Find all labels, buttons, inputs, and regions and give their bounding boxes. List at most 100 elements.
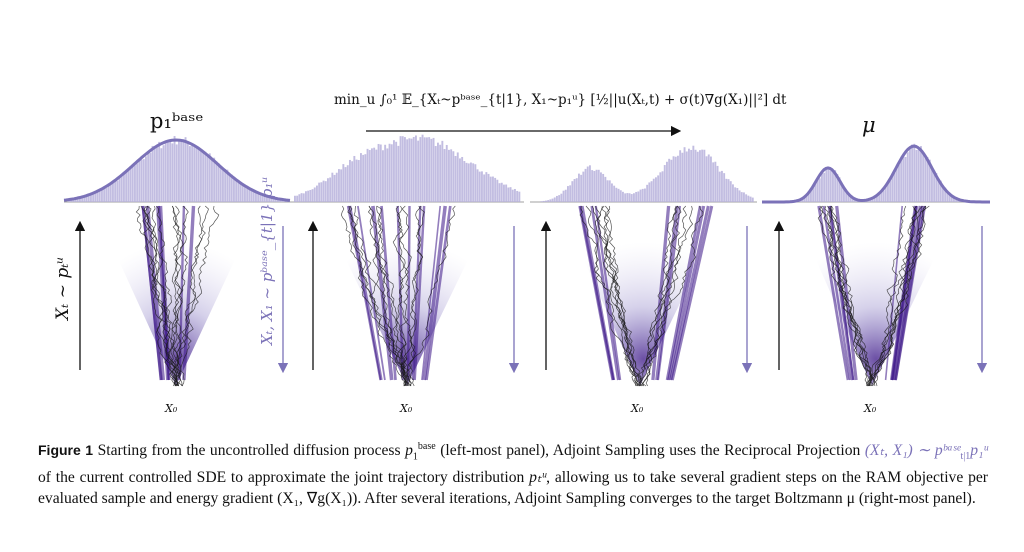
figure-caption: Figure 1 Starting from the uncontrolled … — [38, 436, 988, 509]
histogram-bar — [880, 191, 883, 202]
histogram-bar — [887, 182, 889, 202]
histogram-bar — [931, 168, 933, 202]
histogram-bar — [355, 159, 358, 202]
histogram-bar — [384, 144, 387, 202]
histogram-bar — [514, 188, 516, 202]
histogram-bar — [373, 147, 376, 202]
histogram-bar — [882, 190, 885, 202]
histogram-bar — [633, 193, 635, 202]
histogram-bar — [180, 141, 183, 202]
histogram-bar — [705, 156, 708, 202]
histogram-bar — [639, 189, 642, 202]
caption-p1-sup: base — [417, 441, 436, 452]
histogram-bar — [948, 193, 951, 202]
histogram-bar — [953, 197, 955, 202]
histogram-bar — [823, 172, 826, 202]
histogram-bar — [83, 196, 86, 202]
histogram-bar — [635, 191, 638, 202]
histogram-bar — [595, 169, 598, 202]
sample-path — [368, 205, 408, 387]
density-streak — [422, 205, 447, 381]
histogram-bar — [893, 172, 896, 202]
histogram-bar — [624, 193, 627, 202]
histogram-bar — [377, 143, 380, 202]
density-streak — [380, 205, 397, 381]
histogram-bar — [873, 197, 876, 202]
histogram-bar — [707, 154, 710, 202]
histogram-bar — [241, 184, 244, 202]
histogram-bar — [129, 166, 132, 202]
histogram-bar — [582, 171, 585, 202]
histogram-bar — [551, 198, 554, 202]
histogram-bar — [331, 172, 334, 202]
sample-path — [403, 205, 425, 387]
histogram-bar — [379, 144, 382, 202]
histogram-bar — [421, 134, 424, 202]
sample-path — [347, 205, 407, 387]
histogram-bar — [149, 152, 152, 202]
histogram-bar — [450, 149, 453, 202]
figure-label: Figure 1 — [38, 442, 94, 459]
histogram-bar — [924, 158, 927, 202]
histogram-bar — [98, 190, 101, 202]
histogram-bar — [368, 150, 371, 202]
histogram-bar — [151, 145, 154, 202]
histogram-bar — [302, 193, 305, 202]
histogram-bar — [327, 178, 329, 202]
histogram-bar — [248, 188, 251, 202]
histogram-bar — [105, 187, 108, 202]
histogram-bar — [518, 191, 521, 202]
histogram-bar — [637, 191, 640, 202]
sample-path — [866, 205, 930, 387]
histogram-bar — [197, 148, 200, 202]
density-streak — [827, 205, 855, 381]
histogram-bar — [681, 152, 684, 202]
histogram-bar — [171, 143, 174, 202]
caption-reciprocal-projection: (Xₜ, X₁) ∼ pᵇᵃˢᵉt|1p₁ᵘ — [865, 442, 988, 463]
histogram-bar — [840, 183, 843, 202]
histogram-bar — [503, 184, 505, 202]
histogram-bar — [619, 190, 622, 202]
histogram-bar — [578, 173, 580, 202]
histogram-bar — [412, 136, 415, 202]
histogram-bar — [485, 172, 488, 202]
histogram-bar — [816, 179, 819, 202]
histogram-bar — [147, 153, 150, 202]
histogram-bar — [718, 171, 721, 202]
histogram-bar — [259, 193, 262, 202]
histogram-bar — [743, 192, 745, 202]
histogram-bar — [261, 193, 264, 202]
histogram-bar — [740, 192, 743, 202]
histogram-bar — [432, 137, 435, 202]
histogram-bar — [615, 187, 618, 202]
histogram-bar — [827, 168, 830, 202]
histogram-bar — [716, 165, 719, 202]
histogram-bar — [252, 191, 255, 202]
histogram-bar — [692, 145, 695, 202]
sample-path — [367, 205, 407, 387]
histogram-bar — [911, 144, 914, 202]
histogram-bar — [674, 156, 677, 202]
caption-proj-sub: t|1 — [960, 451, 971, 463]
histogram-bar — [239, 182, 242, 202]
histogram-bar — [900, 159, 903, 202]
histogram-bar — [920, 146, 922, 202]
sample-path — [340, 205, 408, 387]
histogram-bar — [320, 182, 323, 202]
histogram-bar — [406, 139, 409, 202]
histogram-bar — [250, 188, 253, 202]
histogram-bar — [549, 199, 552, 202]
histogram-bar — [573, 179, 576, 202]
histogram-bar — [694, 149, 697, 202]
histogram-bar — [459, 158, 461, 202]
sample-path — [634, 205, 687, 387]
histogram-bar — [202, 150, 205, 202]
histogram-bar — [608, 180, 611, 202]
histogram-bar — [494, 177, 497, 202]
caption-text-2: (left-most panel), Adjoint Sampling uses… — [435, 442, 865, 460]
histogram-bar — [889, 180, 892, 202]
sample-path — [376, 205, 411, 387]
histogram-bar — [386, 148, 389, 202]
histogram-bar — [162, 145, 165, 202]
histogram-bar — [338, 169, 340, 202]
